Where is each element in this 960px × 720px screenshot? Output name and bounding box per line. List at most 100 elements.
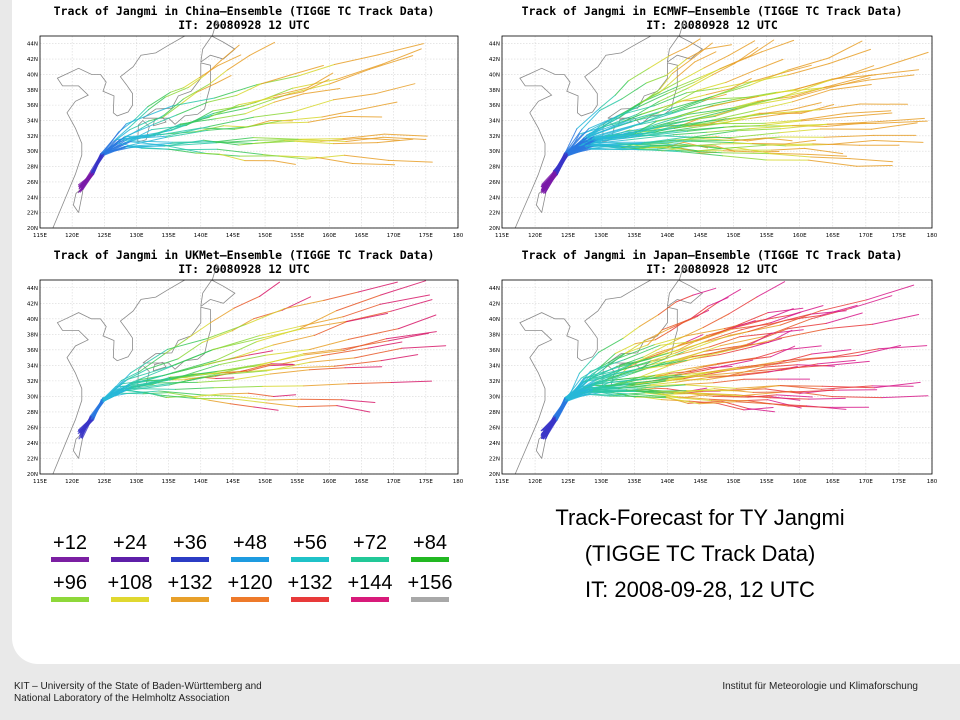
track-segment xyxy=(223,125,248,128)
track-segment xyxy=(260,74,292,85)
lon-tick-label: 145E xyxy=(693,479,707,485)
track-segment xyxy=(163,98,184,116)
track-segment xyxy=(587,131,630,144)
track-segment xyxy=(187,322,212,339)
legend-swatch xyxy=(51,597,89,602)
panel-subtitle: IT: 20080928 12 UTC xyxy=(178,262,310,276)
track-segment xyxy=(220,44,240,61)
track-segment xyxy=(118,392,144,395)
track-segment xyxy=(725,68,759,83)
track-segment xyxy=(677,143,722,150)
track-segment xyxy=(385,331,437,340)
track-segment xyxy=(653,92,687,107)
map-panel-china: Track of Jangmi in China–Ensemble (TIGGE… xyxy=(20,0,468,242)
track-segment xyxy=(737,362,778,368)
track-segment xyxy=(637,149,677,151)
coastline xyxy=(607,306,678,370)
lat-tick-label: 26N xyxy=(27,425,38,431)
track-segment xyxy=(165,126,210,137)
track-segment xyxy=(696,302,718,317)
panel-title: Track of Jangmi in Japan–Ensemble (TIGGE… xyxy=(522,248,903,262)
track-segment xyxy=(248,392,275,397)
track-segment xyxy=(212,141,254,144)
track-segment xyxy=(332,93,376,101)
track-segment xyxy=(628,378,669,385)
track-segment xyxy=(556,153,569,176)
track-segment xyxy=(673,96,713,109)
track-segment xyxy=(259,281,280,297)
coastline xyxy=(52,312,101,475)
track-segment xyxy=(160,127,202,136)
plot-frame xyxy=(39,279,459,475)
legend-item: +48 xyxy=(220,532,280,562)
track-segment xyxy=(751,74,789,83)
lon-tick-label: 170E xyxy=(859,479,873,485)
title-line-3: IT: 2008-09-28, 12 UTC xyxy=(585,577,815,602)
track-segment xyxy=(113,126,131,142)
track-segment xyxy=(125,105,173,125)
track-segment xyxy=(342,133,385,140)
track-segment xyxy=(299,310,338,329)
track-segment xyxy=(658,76,678,94)
track-segment xyxy=(134,106,149,120)
track-segment xyxy=(708,375,741,378)
track-segment xyxy=(676,61,695,78)
track-segment xyxy=(700,392,736,396)
track-segment xyxy=(333,360,382,367)
track-segment xyxy=(658,87,689,102)
track-segment xyxy=(659,340,697,346)
track-segment xyxy=(218,354,266,366)
track-segment xyxy=(809,355,859,360)
lat-tick-label: 26N xyxy=(27,180,38,186)
track-segment xyxy=(761,39,795,53)
track-segment xyxy=(687,143,721,147)
lat-tick-label: 38N xyxy=(27,88,38,94)
track-segment xyxy=(617,344,655,359)
track-segment xyxy=(731,337,780,351)
track-segment xyxy=(185,110,214,126)
track-segment xyxy=(388,159,433,163)
track-segment xyxy=(636,365,667,371)
lat-tick-label: 34N xyxy=(489,363,500,369)
lat-tick-label: 36N xyxy=(489,103,500,109)
track-segment xyxy=(753,367,788,372)
track-segment xyxy=(671,98,710,114)
track-segment xyxy=(711,63,735,76)
track-segment xyxy=(821,385,875,389)
track-segment xyxy=(757,58,784,70)
track-segment xyxy=(693,42,713,58)
lon-tick-label: 175E xyxy=(892,479,906,485)
track-segment xyxy=(645,375,687,380)
track-segment xyxy=(800,104,835,114)
map-panel-ukmet: Track of Jangmi in UKMet–Ensemble (TIGGE… xyxy=(20,244,468,488)
lon-tick-label: 120E xyxy=(528,233,542,239)
track-segment xyxy=(881,395,929,399)
track-segment xyxy=(274,87,309,97)
track-segment xyxy=(820,304,858,316)
lon-tick-label: 165E xyxy=(826,233,840,239)
lat-tick-label: 44N xyxy=(489,286,500,292)
track-segment xyxy=(376,138,414,144)
track-segment xyxy=(667,341,707,354)
lon-tick-label: 180 xyxy=(453,479,464,485)
track-segment xyxy=(102,387,131,403)
track-segment xyxy=(735,385,781,392)
track-segment xyxy=(208,399,231,405)
lat-tick-label: 42N xyxy=(27,301,38,307)
track-segment xyxy=(649,146,669,149)
panel-title: Track of Jangmi in UKMet–Ensemble (TIGGE… xyxy=(54,248,435,262)
track-segment xyxy=(685,328,725,337)
track-segment xyxy=(262,328,305,339)
track-segment xyxy=(398,314,437,330)
track-segment xyxy=(878,345,928,350)
panel-subtitle: IT: 20080928 12 UTC xyxy=(178,18,310,32)
track-segment xyxy=(153,114,178,125)
legend-swatch xyxy=(351,597,389,602)
track-segment xyxy=(747,328,788,345)
legend-item: +56 xyxy=(280,532,340,562)
coastline xyxy=(100,35,185,117)
track-segment xyxy=(103,142,118,156)
track-segment xyxy=(752,391,795,393)
track-segment xyxy=(82,173,94,191)
track-segment xyxy=(659,127,693,134)
